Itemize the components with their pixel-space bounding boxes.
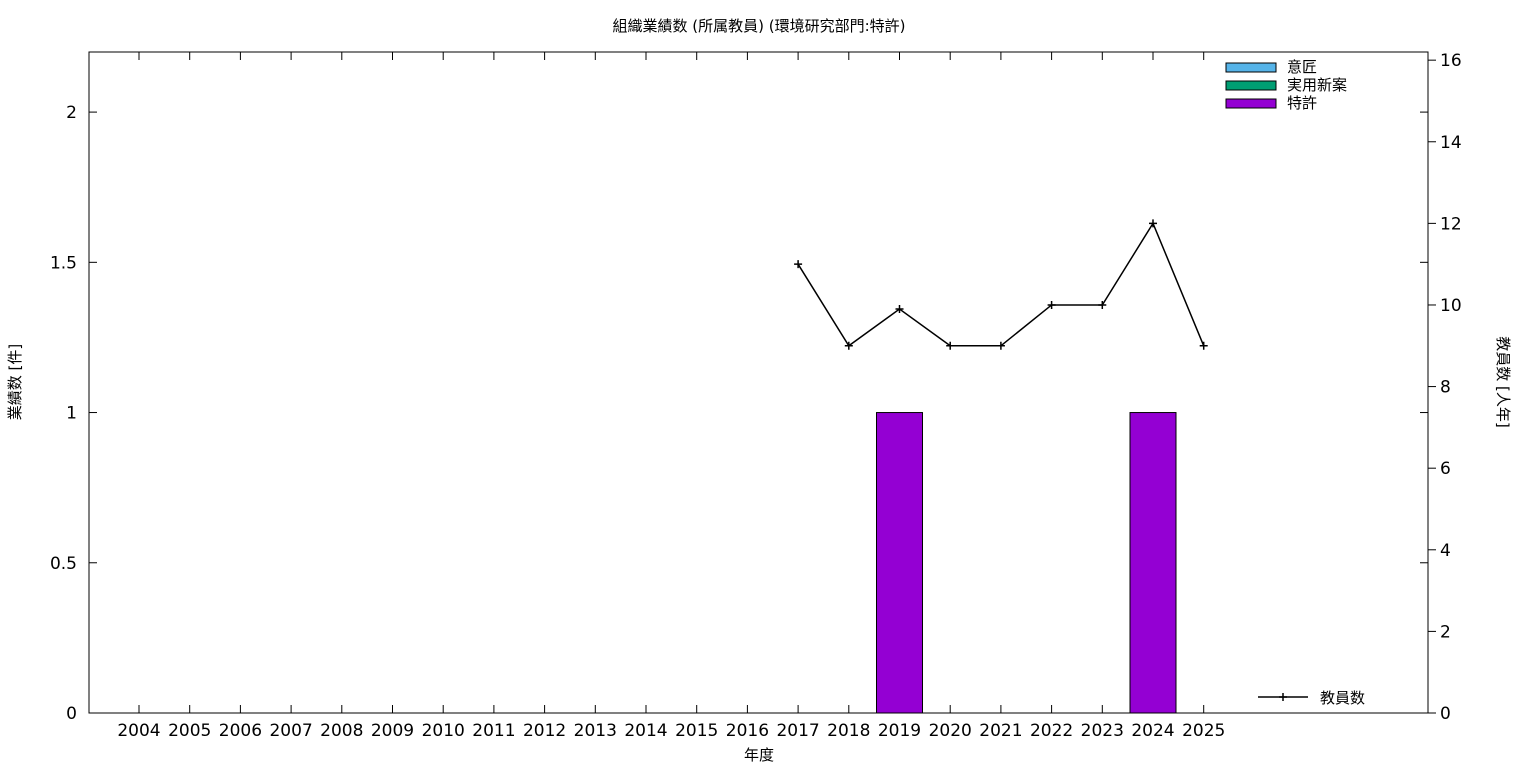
y-tick-label: 2: [66, 103, 77, 123]
bar-特許: [1129, 412, 1177, 714]
legend-swatch: [1225, 80, 1277, 91]
data-point: [1149, 219, 1157, 228]
x-tick-label: 2006: [219, 721, 262, 741]
data-point: [1098, 300, 1107, 309]
x-tick-label: 2019: [878, 721, 921, 741]
x-tick-label: 2009: [371, 721, 414, 741]
x-tick-label: 2010: [422, 721, 465, 741]
x-tick-label: 2013: [574, 721, 617, 741]
x-tick-label: 2007: [269, 721, 312, 741]
x-tick-label: 2004: [117, 721, 160, 741]
chart-title: 組織業績数 (所属教員) (環境研究部門:特許): [613, 17, 906, 35]
x-tick-label: 2022: [1030, 721, 1073, 741]
x-axis-label: 年度: [744, 746, 774, 764]
legend-label: 教員数: [1320, 689, 1365, 707]
data-point: [1047, 300, 1056, 309]
y2-tick-label: 14: [1440, 133, 1462, 153]
x-tick-label: 2017: [776, 721, 819, 741]
data-point: [794, 260, 803, 269]
data-point: [844, 341, 853, 350]
x-tick-label: 2024: [1131, 721, 1174, 741]
y-tick-label: 0.5: [50, 554, 77, 574]
data-point: [946, 341, 955, 350]
legend-label: 実用新案: [1287, 76, 1347, 94]
series-line: [797, 221, 1205, 347]
x-tick-label: 2021: [979, 721, 1022, 741]
y-tick-label: 1.5: [50, 253, 77, 273]
x-tick-label: 2011: [472, 721, 515, 741]
bar-特許: [876, 412, 923, 714]
y2-tick-label: 0: [1440, 704, 1451, 724]
legend-label: 意匠: [1287, 58, 1317, 76]
y2-tick-label: 8: [1440, 378, 1451, 398]
x-tick-label: 2025: [1182, 721, 1225, 741]
x-tick-label: 2015: [675, 721, 718, 741]
x-tick-label: 2014: [624, 721, 667, 741]
data-point: [996, 341, 1005, 350]
x-tick-label: 2016: [726, 721, 769, 741]
y2-axis-label: 教員数 [人年]: [1494, 336, 1512, 427]
legend-label: 特許: [1287, 94, 1317, 112]
x-tick-label: 2018: [827, 721, 870, 741]
legend-marker: [1279, 693, 1287, 701]
data-point: [1199, 341, 1208, 350]
x-tick-label: 2005: [168, 721, 211, 741]
y2-tick-label: 4: [1440, 541, 1451, 561]
x-tick-label: 2008: [320, 721, 363, 741]
data-point: [895, 305, 904, 314]
legend-swatch: [1225, 62, 1277, 73]
legend-swatch: [1225, 98, 1277, 109]
y2-tick-label: 12: [1440, 214, 1462, 234]
y-axis-label: 業績数 [件]: [6, 344, 24, 420]
x-tick-label: 2012: [523, 721, 566, 741]
y-tick-label: 1: [66, 404, 77, 424]
plot-frame: [88, 51, 1429, 714]
y2-tick-label: 6: [1440, 459, 1451, 479]
x-tick-label: 2023: [1081, 721, 1124, 741]
y-tick-label: 0: [66, 704, 77, 724]
y2-tick-label: 16: [1440, 51, 1462, 71]
x-tick-label: 2020: [929, 721, 972, 741]
y2-tick-label: 10: [1440, 296, 1462, 316]
y2-tick-label: 2: [1440, 622, 1451, 642]
